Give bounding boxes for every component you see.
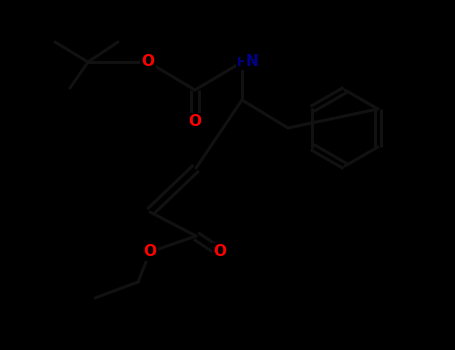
Text: O: O <box>213 245 227 259</box>
Text: O: O <box>142 55 155 70</box>
Text: H: H <box>237 56 247 69</box>
Text: O: O <box>188 114 202 130</box>
Text: N: N <box>246 55 258 70</box>
Text: O: O <box>143 245 157 259</box>
